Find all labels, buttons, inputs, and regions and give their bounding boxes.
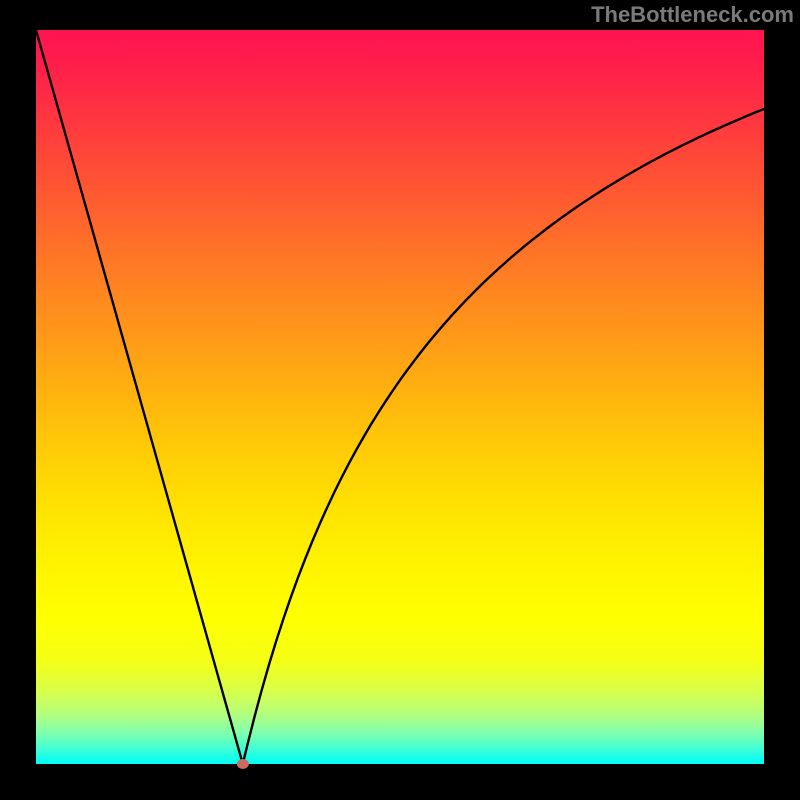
minimum-marker [237, 759, 249, 769]
plot-background [36, 30, 764, 764]
chart-frame: TheBottleneck.com [0, 0, 800, 800]
bottleneck-plot [0, 0, 800, 800]
